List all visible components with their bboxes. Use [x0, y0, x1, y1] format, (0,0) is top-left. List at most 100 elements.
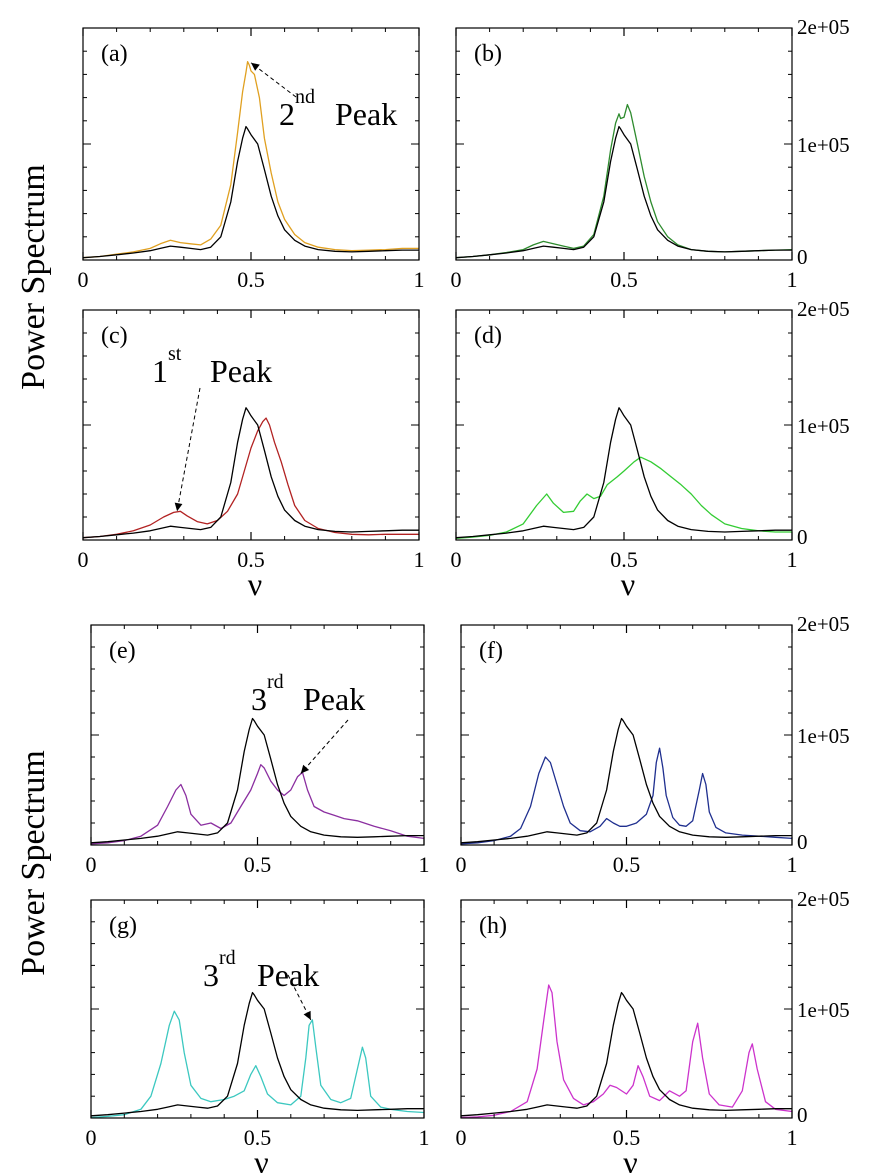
y-tick-label: 1e+05 — [797, 998, 850, 1022]
x-tick-label: 0 — [86, 852, 97, 877]
panel-label: (h) — [479, 913, 507, 939]
annotation-number: 3 — [251, 681, 267, 717]
annotation-number: 2 — [279, 96, 295, 132]
x-tick-label: 0 — [78, 547, 89, 572]
y-tick-label: 2e+05 — [797, 887, 850, 911]
y-tick-label: 1e+05 — [797, 133, 850, 157]
panel-label: (e) — [109, 638, 136, 664]
series-group — [83, 60, 419, 259]
x-tick-label: 0 — [78, 267, 89, 292]
plot-frame — [460, 624, 793, 846]
plot-frame — [90, 899, 425, 1119]
y-tick-label: 2e+05 — [797, 15, 850, 39]
x-axis-label: ν — [621, 566, 635, 602]
series-group — [91, 717, 424, 845]
panel-label: (b) — [474, 41, 502, 67]
annotation-number: 1 — [152, 353, 168, 389]
annotation-arrowhead — [303, 1010, 311, 1020]
spectrum-line — [461, 984, 792, 1118]
x-tick-label: 0.5 — [237, 547, 265, 572]
reference-spectrum-line — [461, 717, 792, 844]
x-tick-label: 0 — [86, 1125, 97, 1150]
series-group — [461, 984, 792, 1118]
annotation-text: Peak — [303, 681, 365, 717]
x-tick-label: 1 — [787, 852, 798, 877]
x-tick-label: 1 — [419, 1125, 430, 1150]
series-group — [91, 991, 424, 1118]
reference-spectrum-line — [456, 407, 792, 539]
annotation-arrow-line — [287, 974, 312, 1021]
x-axis-label: ν — [254, 1144, 268, 1173]
annotation-arrow-line — [176, 387, 201, 512]
annotation-number: 3 — [203, 957, 219, 993]
panel-e: 0 0.5 1 (e) 3 rd Peak — [86, 624, 430, 877]
plot-frame — [82, 309, 420, 541]
annotation-arrow-line — [250, 62, 297, 98]
panel-label: (a) — [101, 41, 128, 67]
y-tick-label: 0 — [797, 830, 808, 854]
annotation-arrow-line — [300, 719, 349, 774]
x-tick-label: 1 — [787, 267, 798, 292]
x-axis-label: ν — [623, 1144, 637, 1173]
spectrum-line — [83, 417, 419, 539]
annotation-text: Peak — [210, 353, 272, 389]
x-tick-label: 0 — [456, 1125, 467, 1150]
y-tick-label: 1e+05 — [797, 724, 850, 748]
series-group — [461, 717, 792, 845]
series-group — [456, 407, 792, 539]
y-tick-label: 2e+05 — [797, 612, 850, 636]
y-axis-label-bottom: Power Spectrum — [15, 750, 52, 976]
x-tick-label: 0.5 — [237, 267, 265, 292]
annotation-superscript: nd — [295, 86, 315, 108]
panel-c: 0 0.5 1(c)ν1 st Peak — [78, 309, 425, 602]
spectrum-line — [456, 456, 792, 539]
y-tick-label: 0 — [797, 245, 808, 269]
panel-label: (d) — [474, 323, 502, 349]
spectrum-line — [456, 103, 792, 259]
spectrum-line — [91, 1010, 424, 1118]
reference-spectrum-line — [461, 991, 792, 1117]
panel-g: 0 0.5 1 (g) ν 3 rd Peak — [86, 899, 430, 1173]
series-group — [83, 407, 419, 539]
panel-label: (f) — [479, 638, 503, 664]
annotation-superscript: rd — [267, 671, 284, 693]
annotation-superscript: st — [168, 343, 182, 365]
x-tick-label: 0 — [451, 267, 462, 292]
y-tick-label: 0 — [797, 525, 808, 549]
annotation-arrowhead — [174, 502, 183, 512]
plot-frame — [90, 624, 425, 846]
x-tick-label: 1 — [787, 1125, 798, 1150]
plot-frame — [460, 899, 793, 1119]
reference-spectrum-line — [83, 125, 419, 259]
y-tick-label: 2e+05 — [797, 297, 850, 321]
panel-label: (g) — [109, 913, 137, 939]
plot-frame — [455, 27, 793, 261]
y-tick-label: 1e+05 — [797, 414, 850, 438]
annotation-arrowhead — [300, 764, 310, 774]
spectrum-line — [461, 747, 792, 845]
x-tick-label: 0.5 — [244, 852, 272, 877]
x-tick-label: 0 — [451, 547, 462, 572]
series-group — [456, 103, 792, 259]
annotation-text: Peak — [335, 96, 397, 132]
x-tick-label: 0.5 — [613, 852, 641, 877]
spectrum-line — [91, 764, 424, 845]
x-tick-label: 0.5 — [613, 1125, 641, 1150]
x-tick-label: 0 — [456, 852, 467, 877]
x-tick-label: 0.5 — [610, 547, 638, 572]
reference-spectrum-line — [83, 407, 419, 539]
x-tick-label: 1 — [414, 547, 425, 572]
reference-spectrum-line — [91, 991, 424, 1117]
x-tick-label: 1 — [414, 267, 425, 292]
plot-frame — [455, 309, 793, 541]
